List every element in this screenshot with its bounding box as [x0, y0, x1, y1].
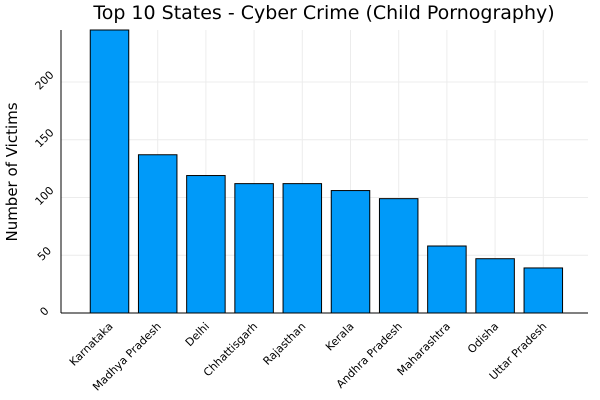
y-tick-label: 50	[35, 244, 54, 263]
x-tick-label: Kerala	[323, 320, 357, 354]
bar	[234, 183, 274, 314]
bar	[378, 198, 419, 314]
y-tick-label: 100	[33, 184, 57, 208]
bars	[89, 29, 564, 314]
x-tick-label: Rajasthan	[261, 320, 309, 368]
bar	[330, 190, 371, 314]
bar	[523, 267, 564, 314]
x-tick-label: Odisha	[465, 320, 501, 356]
bar	[89, 29, 130, 314]
y-axis-label: Number of Victims	[3, 102, 21, 241]
y-tick-label: 200	[33, 68, 57, 92]
x-tick-label: Delhi	[183, 320, 212, 349]
x-tick-label: Karnataka	[67, 320, 116, 369]
y-tick-labels: 0 50 100 150 200	[33, 68, 57, 318]
y-tick-label: 150	[33, 126, 57, 150]
bar	[282, 183, 323, 314]
axes	[60, 30, 588, 314]
y-tick-label: 0	[37, 304, 51, 318]
chart-title: Top 10 States - Cyber Crime (Child Porno…	[92, 2, 554, 24]
bar	[186, 175, 226, 314]
bar	[427, 245, 467, 314]
bar	[137, 154, 178, 314]
bar	[475, 258, 515, 314]
